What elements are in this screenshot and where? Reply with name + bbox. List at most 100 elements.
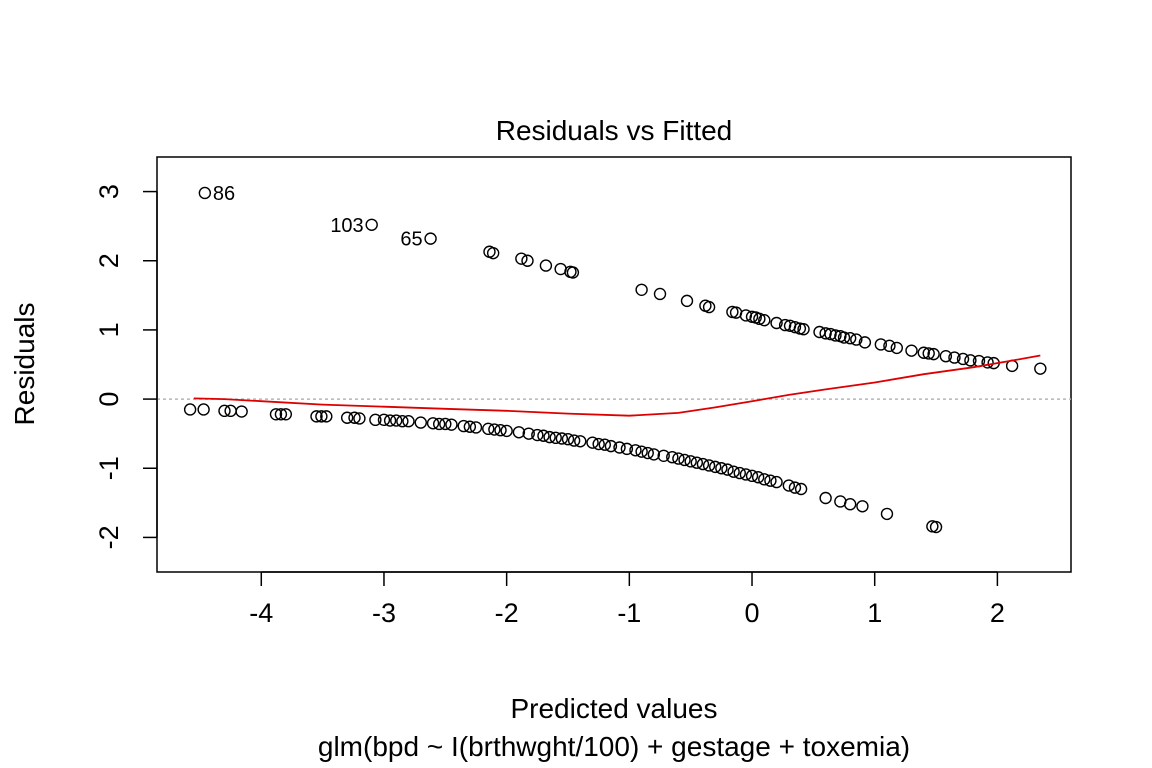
y-tick-label: -2 (94, 525, 124, 549)
y-tick-label: 0 (94, 392, 124, 407)
data-point (390, 414, 403, 427)
data-point (521, 254, 534, 267)
data-point (574, 435, 587, 448)
y-tick-label: 2 (94, 253, 124, 268)
data-point (377, 413, 391, 427)
data-point (819, 491, 832, 505)
data-point (850, 333, 863, 346)
data-point (696, 457, 710, 471)
point-labels: 86 103 65 (213, 183, 423, 251)
data-point (733, 466, 746, 480)
data-point (939, 350, 953, 363)
data-point (365, 218, 378, 231)
outlier-label: 65 (400, 229, 422, 251)
data-point (629, 444, 642, 457)
data-point (463, 420, 477, 433)
data-point (880, 507, 894, 521)
y-tick-label: -1 (94, 456, 124, 480)
data-point (837, 331, 851, 344)
data-point (512, 426, 526, 439)
data-point (197, 403, 210, 416)
data-point (414, 416, 427, 429)
data-point (874, 338, 888, 351)
data-point (883, 339, 896, 353)
data-point (843, 332, 857, 345)
data-point (1034, 362, 1047, 375)
data-point (488, 423, 501, 436)
data-point (829, 329, 842, 342)
data-point (561, 433, 575, 446)
data-point (641, 446, 654, 460)
data-point (702, 300, 716, 314)
data-point (905, 344, 918, 357)
data-point (709, 460, 722, 474)
data-point (539, 259, 553, 272)
data-point (764, 474, 777, 487)
data-point (635, 445, 648, 458)
data-point (819, 327, 832, 340)
data-point (279, 408, 293, 421)
data-point (543, 430, 556, 444)
data-point (586, 436, 599, 449)
x-tick-label: 0 (745, 598, 760, 628)
data-point (439, 417, 452, 431)
data-point (310, 410, 323, 423)
data-points (183, 186, 1047, 534)
data-point (531, 428, 544, 442)
data-point (635, 283, 648, 296)
data-point (917, 346, 930, 359)
data-point (494, 424, 507, 437)
data-point (890, 341, 903, 355)
data-point (770, 475, 783, 489)
data-point (715, 462, 728, 475)
data-point (964, 354, 977, 367)
data-point (684, 455, 697, 468)
data-point (604, 439, 618, 453)
data-point (981, 356, 994, 369)
y-axis: -2 -1 0 1 2 3 (94, 184, 158, 549)
data-point (824, 327, 837, 341)
data-point (653, 287, 667, 301)
data-point (340, 411, 354, 424)
data-point (620, 442, 634, 456)
data-point (566, 266, 580, 279)
data-point (788, 481, 802, 494)
x-tick-label: -3 (372, 598, 396, 628)
data-point (432, 417, 446, 431)
data-point (269, 408, 283, 421)
data-point (383, 414, 397, 427)
data-point (469, 421, 483, 434)
data-point (402, 415, 415, 428)
data-point (794, 482, 808, 496)
data-point (856, 500, 869, 513)
data-point (198, 186, 212, 200)
data-point (320, 410, 333, 423)
data-point (537, 429, 550, 442)
data-point (515, 252, 528, 265)
data-point (753, 312, 766, 326)
data-point (274, 408, 288, 421)
outlier-label: 86 (213, 183, 235, 205)
data-point (235, 405, 248, 418)
data-point (457, 419, 470, 433)
data-point (948, 351, 961, 364)
x-axis: -4 -3 -2 -1 0 1 2 (249, 571, 1005, 628)
plot-frame (156, 156, 1072, 573)
model-formula-caption: glm(bpd ~ I(brthwght/100) + gestage + to… (318, 731, 910, 762)
data-point (702, 459, 716, 472)
data-point (647, 448, 661, 461)
data-point (758, 473, 771, 486)
data-point (549, 431, 562, 445)
outlier-label: 103 (330, 215, 363, 237)
data-point (745, 469, 759, 483)
data-point (922, 347, 935, 360)
data-point (486, 246, 500, 260)
data-point (592, 437, 605, 451)
data-point (758, 314, 771, 327)
data-point (353, 412, 366, 425)
data-point (183, 403, 197, 416)
chart-title: Residuals vs Fitted (496, 115, 733, 146)
data-point (567, 434, 581, 447)
data-point (751, 471, 765, 484)
x-tick-label: 2 (990, 598, 1005, 628)
